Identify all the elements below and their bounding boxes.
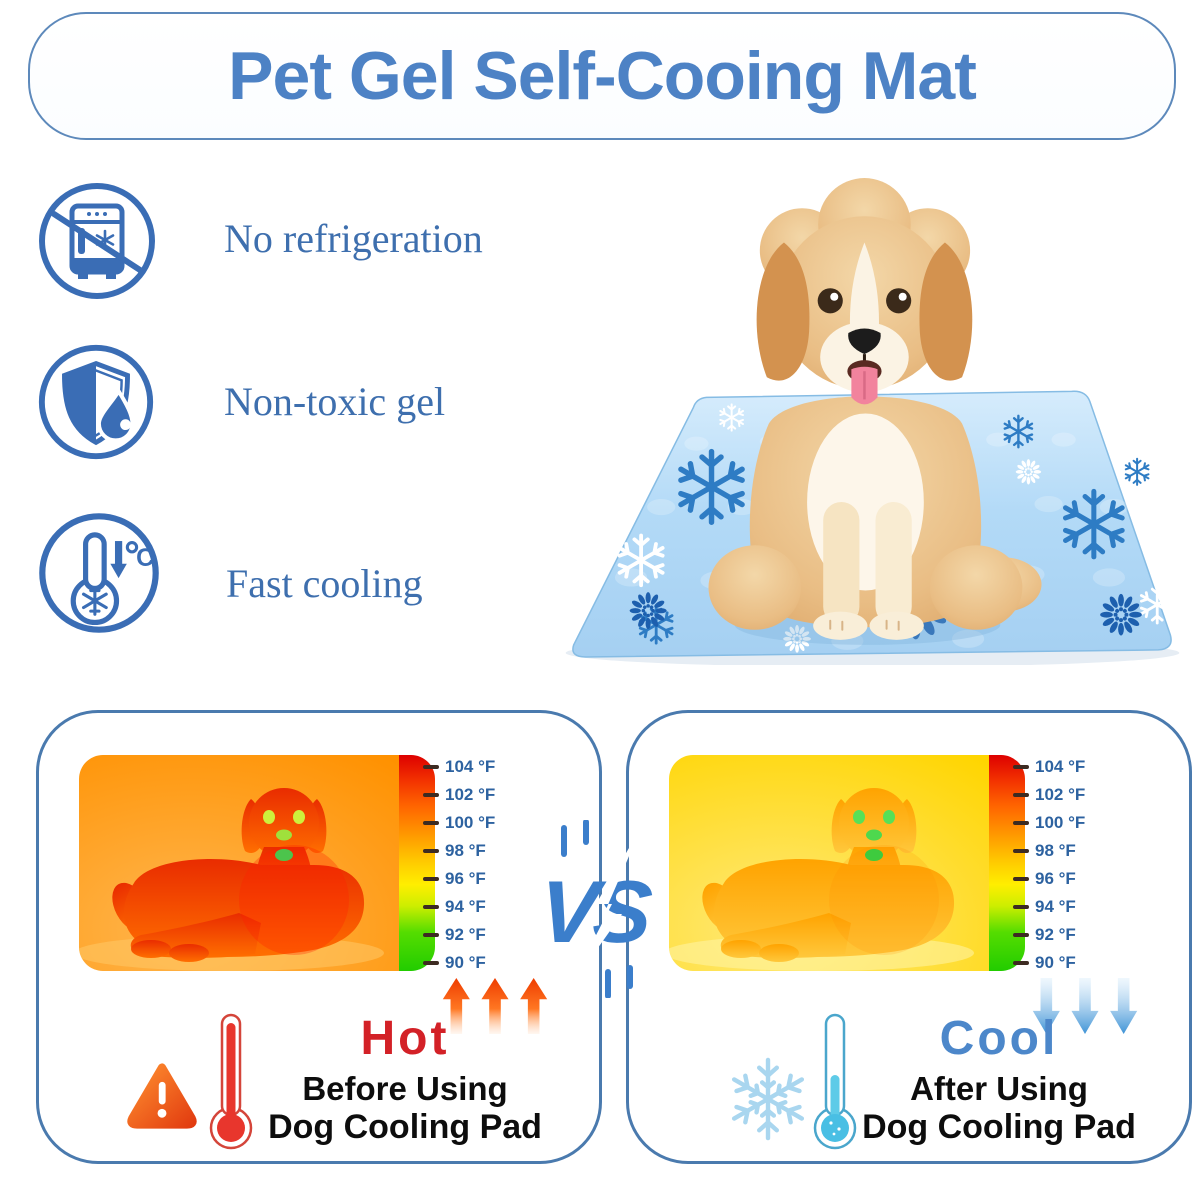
feature-label-no-refrigeration: No refrigeration: [224, 216, 483, 261]
hot-thermometer-icon: [209, 1013, 253, 1150]
lightning-bolt-icon: [568, 826, 642, 990]
celsius-letter: C: [136, 545, 154, 572]
temp-scale-label: 104 °F: [1013, 757, 1143, 777]
temp-scale-label: 96 °F: [1013, 869, 1143, 889]
puppy: [708, 178, 1042, 645]
temp-scale-label: 104 °F: [423, 757, 553, 777]
page-title: Pet Gel Self-Cooing Mat: [228, 38, 977, 114]
puppy-on-cooling-mat-photo: [565, 178, 1180, 665]
dog-cooling-pad-label: Dog Cooling Pad: [268, 1107, 542, 1146]
cool-thermometer-icon: [813, 1013, 857, 1150]
temp-scale-label: 92 °F: [423, 925, 553, 945]
temperature-scale-before: 104 °F 102 °F 100 °F 98 °F 96 °F 94 °F 9…: [423, 757, 553, 973]
hot-label: Hot: [360, 1012, 450, 1065]
temp-scale-label: 96 °F: [423, 869, 553, 889]
temp-scale-label: 98 °F: [423, 841, 553, 861]
snowflake-icon: [725, 1057, 811, 1147]
non-toxic-gel-icon: [38, 344, 154, 460]
temperature-scale-after: 104 °F 102 °F 100 °F 98 °F 96 °F 94 °F 9…: [1013, 757, 1143, 973]
after-using-label: After Using: [910, 1070, 1088, 1107]
temp-scale-label: 102 °F: [423, 785, 553, 805]
feature-label-non-toxic-gel: Non-toxic gel: [224, 379, 446, 424]
cool-label: Cool: [939, 1012, 1059, 1065]
warning-icon: [127, 1063, 197, 1129]
temp-scale-label: 94 °F: [423, 897, 553, 917]
thermal-image-before: [79, 755, 435, 971]
before-panel: 104 °F 102 °F 100 °F 98 °F 96 °F 94 °F 9…: [36, 710, 602, 1164]
after-panel: 104 °F 102 °F 100 °F 98 °F 96 °F 94 °F 9…: [626, 710, 1192, 1164]
temp-scale-label: 94 °F: [1013, 897, 1143, 917]
temp-scale-label: 92 °F: [1013, 925, 1143, 945]
temp-scale-label: 102 °F: [1013, 785, 1143, 805]
fast-cooling-icon: C: [39, 513, 159, 633]
no-refrigeration-icon: [39, 183, 155, 299]
after-caption: Cool After Using Dog Cooling Pad: [859, 1015, 1139, 1145]
vs-badge: VS: [542, 820, 655, 998]
temp-scale-label: 90 °F: [1013, 953, 1143, 973]
temp-scale-label: 100 °F: [423, 813, 553, 833]
before-caption: Hot Before Using Dog Cooling Pad: [265, 1015, 545, 1145]
feature-label-fast-cooling: Fast cooling: [226, 561, 423, 606]
temp-scale-label: 90 °F: [423, 953, 553, 973]
cool-down-arrows-icon: [1032, 977, 1138, 1035]
header-banner: Pet Gel Self-Cooing Mat: [28, 12, 1176, 140]
before-using-label: Before Using: [302, 1070, 508, 1107]
dog-cooling-pad-label: Dog Cooling Pad: [862, 1107, 1136, 1146]
thermal-image-after: [669, 755, 1025, 971]
temp-scale-label: 100 °F: [1013, 813, 1143, 833]
heat-up-arrows-icon: [442, 977, 548, 1035]
temp-scale-label: 98 °F: [1013, 841, 1143, 861]
